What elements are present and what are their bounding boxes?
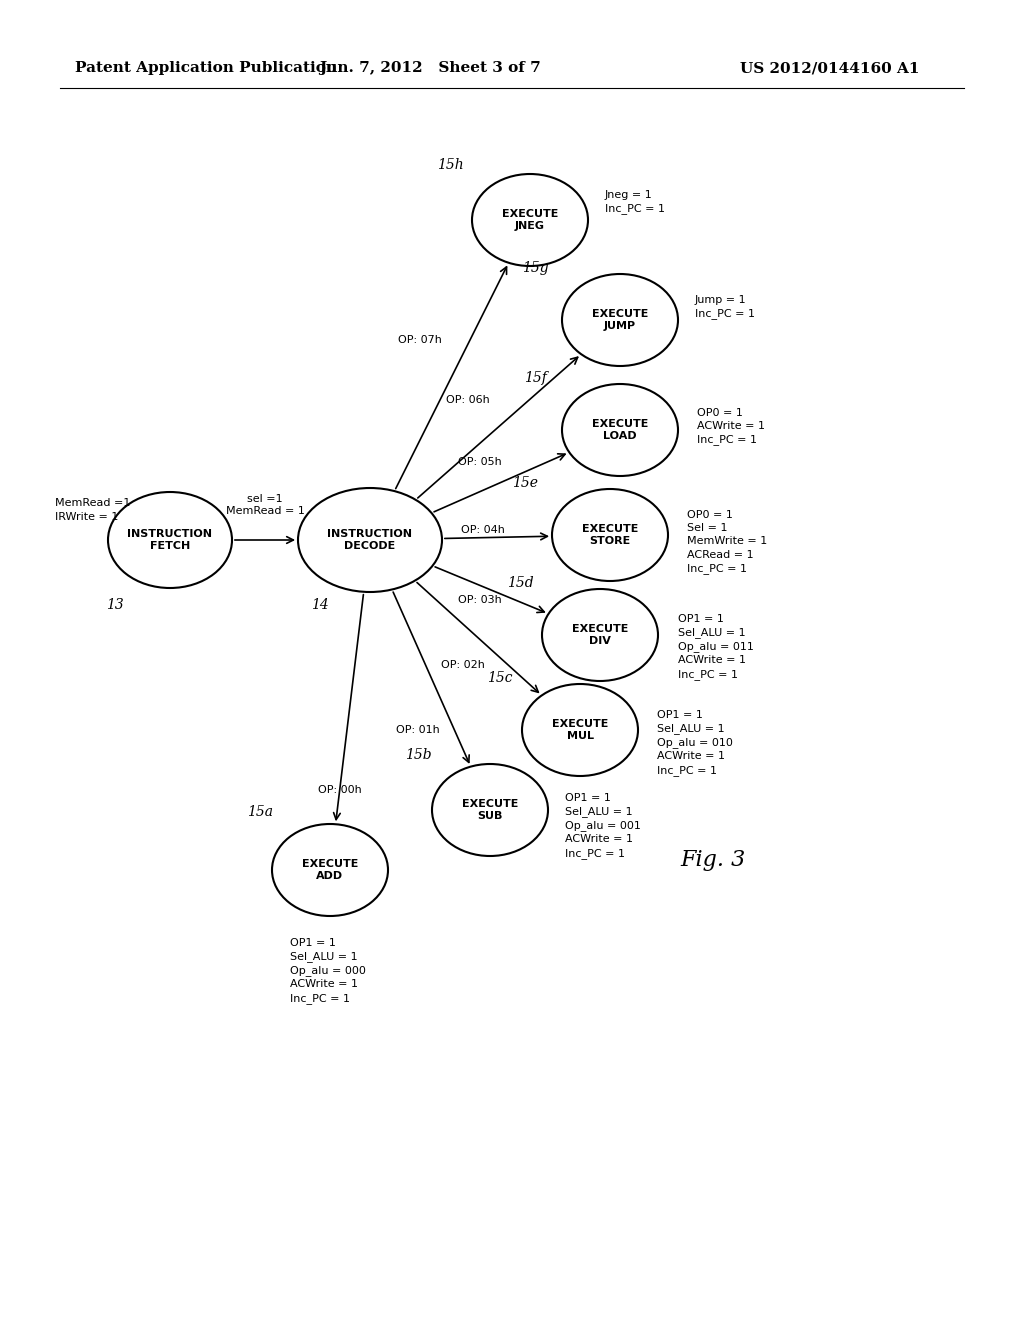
Ellipse shape [108,492,232,587]
Text: 15d: 15d [507,576,534,590]
Text: EXECUTE
ADD: EXECUTE ADD [302,859,358,880]
Text: 15e: 15e [512,477,538,490]
Ellipse shape [562,384,678,477]
Text: 15c: 15c [487,671,513,685]
Text: EXECUTE
JNEG: EXECUTE JNEG [502,209,558,231]
Text: Jump = 1
Inc_PC = 1: Jump = 1 Inc_PC = 1 [695,294,755,319]
Text: 15f: 15f [523,371,547,385]
Text: INSTRUCTION
DECODE: INSTRUCTION DECODE [328,529,413,550]
Text: EXECUTE
SUB: EXECUTE SUB [462,799,518,821]
Text: OP: 00h: OP: 00h [318,785,361,795]
Ellipse shape [522,684,638,776]
Text: OP: 04h: OP: 04h [461,525,505,535]
Text: Jneg = 1
Inc_PC = 1: Jneg = 1 Inc_PC = 1 [605,190,665,214]
Text: EXECUTE
JUMP: EXECUTE JUMP [592,309,648,331]
Text: Jun. 7, 2012   Sheet 3 of 7: Jun. 7, 2012 Sheet 3 of 7 [319,61,541,75]
Text: OP: 06h: OP: 06h [446,395,489,405]
Text: INSTRUCTION
FETCH: INSTRUCTION FETCH [128,529,213,550]
Ellipse shape [552,488,668,581]
Text: 15g: 15g [521,261,548,275]
Text: 15b: 15b [404,748,431,762]
Text: OP1 = 1
Sel_ALU = 1
Op_alu = 001
ACWrite = 1
Inc_PC = 1: OP1 = 1 Sel_ALU = 1 Op_alu = 001 ACWrite… [565,793,641,858]
Text: OP: 07h: OP: 07h [398,335,442,345]
Ellipse shape [562,275,678,366]
Text: EXECUTE
MUL: EXECUTE MUL [552,719,608,741]
Ellipse shape [272,824,388,916]
Text: Patent Application Publication: Patent Application Publication [75,61,337,75]
Text: OP: 02h: OP: 02h [441,660,485,671]
Text: OP: 03h: OP: 03h [458,595,502,605]
Text: 14: 14 [311,598,329,612]
Text: EXECUTE
STORE: EXECUTE STORE [582,524,638,545]
Text: sel =1
MemRead = 1: sel =1 MemRead = 1 [225,494,304,516]
Text: 15h: 15h [436,158,463,172]
Text: 15a: 15a [247,805,273,818]
Text: OP1 = 1
Sel_ALU = 1
Op_alu = 010
ACWrite = 1
Inc_PC = 1: OP1 = 1 Sel_ALU = 1 Op_alu = 010 ACWrite… [657,710,733,776]
Text: Fig. 3: Fig. 3 [680,849,745,871]
Text: OP1 = 1
Sel_ALU = 1
Op_alu = 011
ACWrite = 1
Inc_PC = 1: OP1 = 1 Sel_ALU = 1 Op_alu = 011 ACWrite… [678,614,754,680]
Text: MemRead =1
IRWrite = 1: MemRead =1 IRWrite = 1 [55,499,130,521]
Text: OP: 05h: OP: 05h [458,457,502,467]
Text: OP: 01h: OP: 01h [396,725,440,735]
Ellipse shape [298,488,442,591]
Ellipse shape [542,589,658,681]
Text: EXECUTE
DIV: EXECUTE DIV [571,624,628,645]
Text: OP0 = 1
ACWrite = 1
Inc_PC = 1: OP0 = 1 ACWrite = 1 Inc_PC = 1 [697,408,765,445]
Text: OP1 = 1
Sel_ALU = 1
Op_alu = 000
ACWrite = 1
Inc_PC = 1: OP1 = 1 Sel_ALU = 1 Op_alu = 000 ACWrite… [290,939,366,1003]
Text: 13: 13 [106,598,124,612]
Text: US 2012/0144160 A1: US 2012/0144160 A1 [740,61,920,75]
Text: EXECUTE
LOAD: EXECUTE LOAD [592,420,648,441]
Text: OP0 = 1
Sel = 1
MemWrite = 1
ACRead = 1
Inc_PC = 1: OP0 = 1 Sel = 1 MemWrite = 1 ACRead = 1 … [687,510,767,574]
Ellipse shape [432,764,548,855]
Ellipse shape [472,174,588,267]
